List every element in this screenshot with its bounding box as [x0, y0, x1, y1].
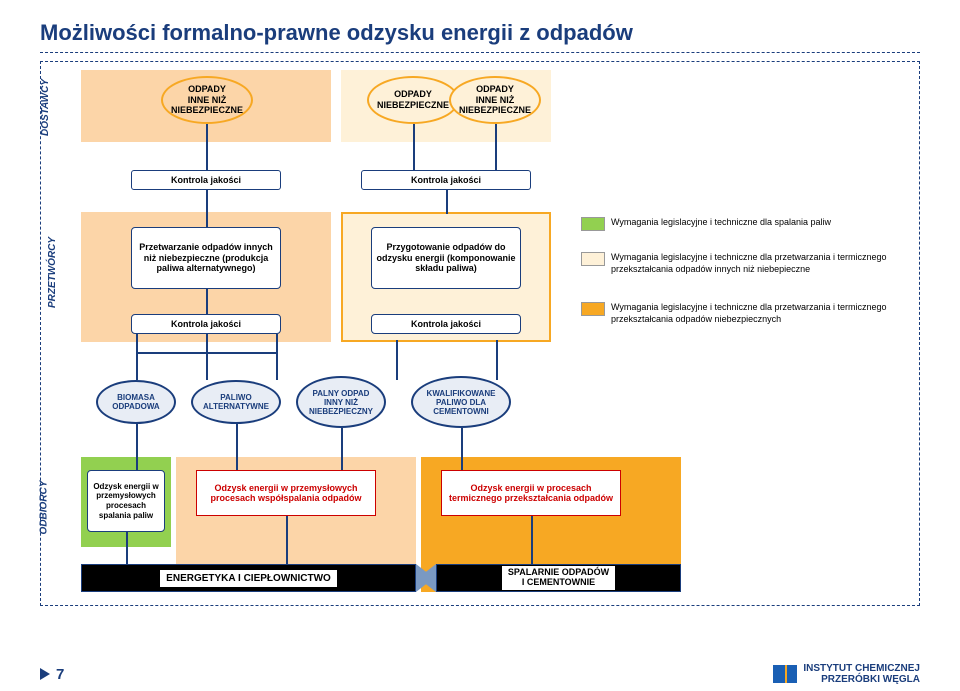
legend-text-3: Wymagania legislacyjne i techniczne dla … — [611, 302, 901, 325]
process-left: Przetwarzanie odpadów innych niż niebezp… — [131, 227, 281, 289]
page-title: Możliwości formalno-prawne odzysku energ… — [40, 20, 920, 46]
conn-v13 — [461, 428, 463, 472]
arrow-left-icon — [418, 564, 436, 592]
product-paliwo: PALIWO ALTERNATYWNE — [191, 380, 281, 424]
recovery-c: Odzysk energii w procesach termicznego p… — [441, 470, 621, 516]
conn-v6 — [206, 289, 208, 314]
conn-v3 — [495, 124, 497, 172]
page-num-text: 7 — [56, 666, 64, 683]
conn-v16 — [531, 516, 533, 564]
conn-v8c — [276, 334, 278, 380]
conn-v12 — [341, 428, 343, 472]
conn-v4 — [206, 190, 208, 228]
legend-swatch-1 — [581, 217, 605, 231]
recovery-a: Odzysk energii w przemysłowych procesach… — [87, 470, 165, 532]
logo-text: INSTYTUT CHEMICZNEJ PRZERÓBKI WĘGLA — [803, 663, 920, 685]
page: Możliwości formalno-prawne odzysku energ… — [0, 0, 960, 691]
conn-v8a — [136, 334, 138, 380]
diagram-frame: DOSTAWCY PRZETWÓRCY ODBIORCY ODPADY INNE… — [40, 61, 920, 606]
box-odpady-inne-2: ODPADY INNE NIŻ NIEBEZPIECZNE — [449, 76, 541, 124]
product-biomasa: BIOMASA ODPADOWA — [96, 380, 176, 424]
recovery-b: Odzysk energii w przemysłowych procesach… — [196, 470, 376, 516]
band-right-text: SPALARNIE ODPADÓW I CEMENTOWNIE — [502, 566, 615, 590]
conn-v14 — [126, 532, 128, 564]
legend-text-2: Wymagania legislacyjne i techniczne dla … — [611, 252, 901, 275]
legend-swatch-3 — [581, 302, 605, 316]
footer: 7 INSTYTUT CHEMICZNEJ PRZERÓBKI WĘGLA — [40, 663, 920, 685]
legend-swatch-2 — [581, 252, 605, 266]
product-palny: PALNY ODPAD INNY NIŻ NIEBEZPIECZNY — [296, 376, 386, 428]
conn-v11 — [236, 424, 238, 472]
row-label-przetworcy: PRZETWÓRCY — [47, 237, 58, 308]
title-divider — [40, 52, 920, 53]
conn-v1 — [206, 124, 208, 172]
legend-2: Wymagania legislacyjne i techniczne dla … — [581, 252, 901, 275]
row-label-dostawcy: DOSTAWCY — [40, 79, 51, 136]
kontrola-1: Kontrola jakości — [131, 170, 281, 190]
box-odpady-niebezp: ODPADY NIEBEZPIECZNE — [367, 76, 459, 124]
row-label-odbiorcy: ODBIORCY — [38, 481, 49, 535]
logo: INSTYTUT CHEMICZNEJ PRZERÓBKI WĘGLA — [773, 663, 920, 685]
legend-text-1: Wymagania legislacyjne i techniczne dla … — [611, 217, 831, 229]
conn-v15 — [286, 516, 288, 564]
band-energetyka: ENERGETYKA I CIEPŁOWNICTWO — [81, 564, 416, 592]
conn-v9a — [396, 334, 398, 380]
band-spalarnie: SPALARNIE ODPADÓW I CEMENTOWNIE — [436, 564, 681, 592]
triangle-icon — [40, 668, 50, 680]
conn-v2 — [413, 124, 415, 172]
product-kwalif: KWALIFIKOWANE PALIWO DLA CEMENTOWNI — [411, 376, 511, 428]
conn-v9b — [496, 334, 498, 380]
box-odpady-inne-1: ODPADY INNE NIŻ NIEBEZPIECZNE — [161, 76, 253, 124]
conn-h-split — [136, 352, 276, 354]
kontrola-4: Kontrola jakości — [371, 314, 521, 334]
process-right: Przygotowanie odpadów do odzysku energii… — [371, 227, 521, 289]
legend-3: Wymagania legislacyjne i techniczne dla … — [581, 302, 901, 325]
conn-v10 — [136, 424, 138, 472]
legend-1: Wymagania legislacyjne i techniczne dla … — [581, 217, 891, 231]
page-number: 7 — [40, 666, 64, 683]
kontrola-3: Kontrola jakości — [131, 314, 281, 334]
logo-icon — [773, 665, 797, 683]
kontrola-2: Kontrola jakości — [361, 170, 531, 190]
band-left-text: ENERGETYKA I CIEPŁOWNICTWO — [160, 570, 337, 587]
conn-v8b — [206, 334, 208, 380]
